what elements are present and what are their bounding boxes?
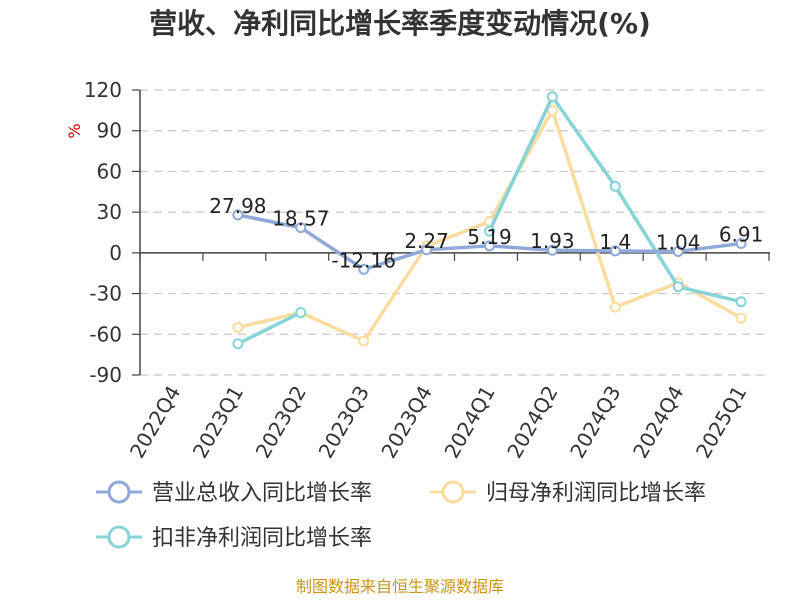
series-point <box>358 263 370 275</box>
data-label: 18.57 <box>272 207 329 231</box>
data-label: 1.93 <box>530 229 575 253</box>
data-label: 1.04 <box>656 230 701 254</box>
y-tick-label: 30 <box>97 200 122 224</box>
legend-label: 扣非净利润同比增长率 <box>152 526 372 551</box>
y-tick-label: -60 <box>89 322 122 346</box>
series-point <box>358 335 370 347</box>
x-tick-label: 2023Q4 <box>376 382 436 463</box>
y-tick-label: 0 <box>109 241 122 265</box>
x-tick-label: 2024Q1 <box>439 382 499 463</box>
series-point <box>609 301 621 313</box>
series-point <box>232 209 244 221</box>
legend-marker <box>441 480 465 504</box>
data-label: 27.98 <box>209 194 266 218</box>
series-layer <box>232 91 747 350</box>
data-label: 1.4 <box>599 230 631 254</box>
series-point <box>672 245 684 257</box>
y-tick-label: 60 <box>97 159 122 183</box>
x-tick-label: 2022Q4 <box>125 382 185 463</box>
x-tick-label: 2024Q2 <box>502 382 562 463</box>
series-point <box>672 281 684 293</box>
series-point <box>232 322 244 333</box>
x-tick-label: 2025Q1 <box>691 382 751 463</box>
y-axis-label: % <box>65 123 84 138</box>
series-point <box>295 307 307 319</box>
x-tick-label: 2023Q2 <box>251 382 311 463</box>
series-point <box>609 245 621 257</box>
x-tick-label: 2024Q4 <box>628 382 688 463</box>
series-point <box>484 240 495 252</box>
data-label: 6.91 <box>719 222 764 246</box>
series-point <box>295 222 307 234</box>
series-point <box>609 180 621 192</box>
series-point <box>735 237 747 249</box>
source-note: 制图数据来自恒生聚源数据库 <box>296 577 504 596</box>
series-point <box>546 244 558 256</box>
data-label: 2.27 <box>404 229 449 253</box>
series-line <box>237 311 302 346</box>
y-tick-label: 120 <box>84 78 122 102</box>
y-tick-label: -30 <box>89 282 122 306</box>
legend-label: 归母净利润同比增长率 <box>486 481 706 506</box>
x-tick-label: 2023Q1 <box>188 382 248 463</box>
grid <box>140 89 770 376</box>
legend-marker <box>107 480 131 504</box>
series-point <box>735 312 747 324</box>
legend-label: 营业总收入同比增长率 <box>152 481 372 506</box>
series-point <box>421 244 433 256</box>
data-label: 5.19 <box>467 225 512 249</box>
series-point <box>232 338 244 350</box>
y-tick-label: 90 <box>97 119 122 143</box>
series-point <box>735 296 747 308</box>
x-tick-label: 2024Q3 <box>565 382 625 463</box>
series-point <box>484 225 495 237</box>
data-label: -12.16 <box>331 248 395 272</box>
x-tick-label: 2023Q3 <box>314 382 374 463</box>
legend-marker <box>107 525 131 549</box>
series-point <box>546 91 558 103</box>
y-tick-label: -90 <box>89 363 122 387</box>
series-line <box>487 95 742 304</box>
chart-title: 营收、净利同比增长率季度变动情况(%) <box>149 7 651 40</box>
